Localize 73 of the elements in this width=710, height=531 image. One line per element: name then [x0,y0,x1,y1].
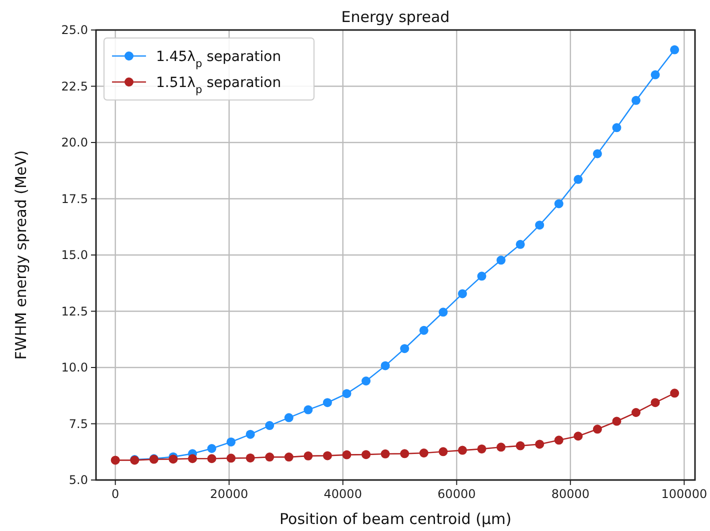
x-tick-label: 100000 [661,487,708,501]
point [342,450,352,460]
point [188,454,197,464]
point [477,444,486,454]
point [207,444,216,453]
x-axis-title: Position of beam centroid (μm) [280,510,512,528]
point [226,437,236,446]
point [438,447,448,456]
point [284,413,294,422]
point [535,220,544,230]
point [342,389,352,398]
point [419,448,428,458]
point [246,453,255,462]
y-axis-title: FWHM energy spread (MeV) [12,150,30,360]
point [380,449,390,458]
point [400,344,410,354]
point [554,436,564,445]
y-tick-label: 10.0 [61,360,88,374]
y-tick-label: 20.0 [61,136,88,150]
y-tick-label: 5.0 [68,473,88,487]
point [535,440,544,449]
point [592,149,602,158]
x-tick-label: 60000 [438,487,476,501]
point [322,451,332,460]
point [400,449,410,458]
point [458,446,467,455]
point [419,326,428,335]
point [458,289,467,298]
y-tick-label: 25.0 [61,23,88,37]
point [554,199,564,208]
y-tick-label: 22.5 [61,79,88,94]
point [438,308,448,317]
legend-label: 1.45λ$_{p}$ separation [156,49,282,70]
point [246,430,255,439]
point [265,452,274,462]
point [304,405,313,414]
point [380,361,390,370]
point [477,272,486,281]
point [650,70,660,80]
point [496,442,506,452]
point [632,408,641,417]
point [110,456,120,465]
point [592,424,602,434]
x-tick-label: 0 [112,487,120,501]
point [207,454,216,464]
point [265,421,274,430]
point [226,454,236,463]
x-tick-label: 80000 [551,487,590,501]
x-tick-label: 40000 [324,487,362,501]
y-tick-label: 7.5 [68,416,88,431]
point [612,416,622,426]
point [574,432,583,441]
y-tick-label: 12.5 [61,304,88,318]
x-tick-label: 20000 [210,487,248,501]
legend-label: 1.51λ$_{p}$ separation [156,75,282,96]
point [516,240,525,249]
point [284,452,294,462]
point [612,123,622,132]
point [496,256,506,265]
point [516,441,525,450]
point [650,398,660,408]
y-tick-label: 17.5 [61,192,88,206]
point [670,388,680,398]
point [362,450,371,460]
chart-title: Energy spread [341,8,450,26]
point [168,454,178,464]
y-tick-label: 15.0 [61,248,88,262]
point [322,398,332,408]
point [670,45,680,54]
point [632,96,641,105]
point [304,451,313,460]
point [362,376,371,386]
point [574,174,583,184]
